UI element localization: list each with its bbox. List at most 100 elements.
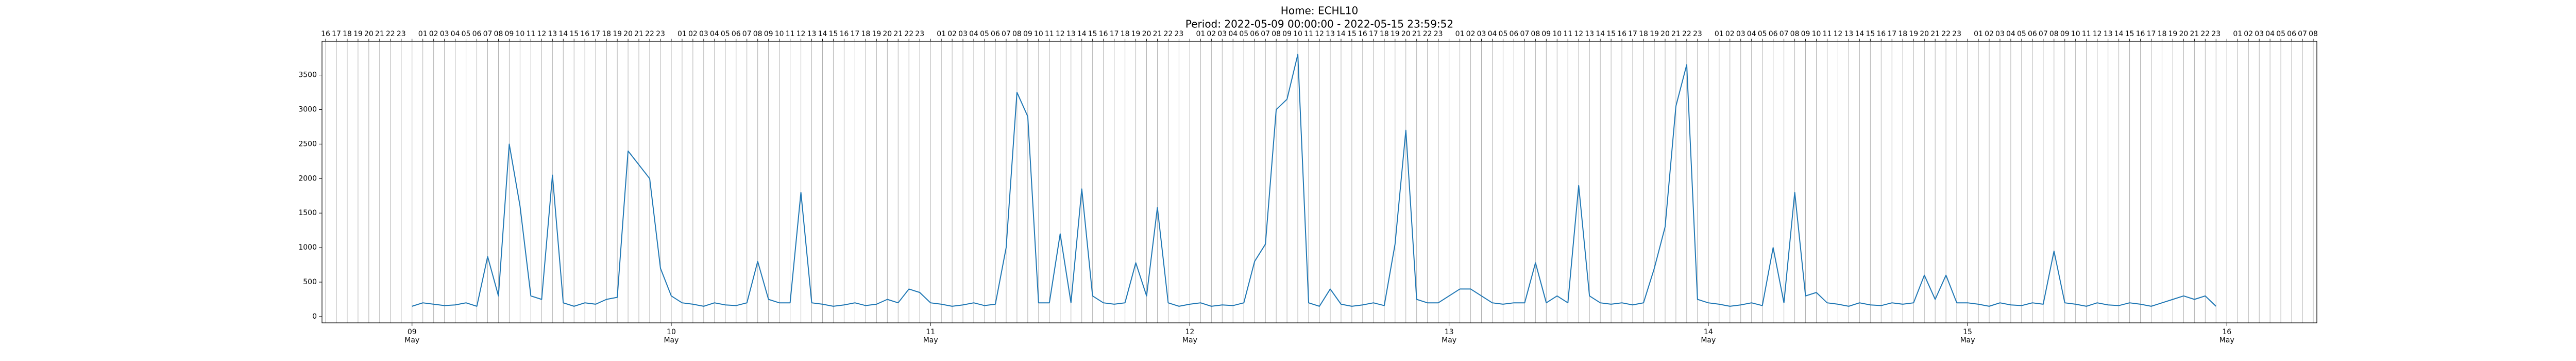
x2-tick-label: 09 — [1282, 30, 1292, 38]
x2-tick-label: 19 — [872, 30, 881, 38]
y-tick-label: 500 — [303, 278, 317, 286]
x2-tick-label: 16 — [1358, 30, 1367, 38]
x2-tick-label: 18 — [602, 30, 611, 38]
x2-tick-label: 17 — [1110, 30, 1119, 38]
x2-tick-label: 20 — [1142, 30, 1151, 38]
x2-tick-label: 21 — [1412, 30, 1421, 38]
x2-tick-label: 14 — [1855, 30, 1864, 38]
x2-tick-label: 16 — [580, 30, 589, 38]
x2-tick-label: 22 — [386, 30, 395, 38]
x2-tick-label: 02 — [688, 30, 698, 38]
chart-title: Home: ECHL10 — [1281, 5, 1358, 17]
x2-tick-label: 19 — [2168, 30, 2178, 38]
x2-tick-label: 03 — [1736, 30, 1745, 38]
x2-tick-label: 22 — [1164, 30, 1173, 38]
x-tick-label: 09 May — [404, 328, 419, 344]
x2-tick-label: 14 — [1336, 30, 1346, 38]
x2-tick-label: 16 — [2136, 30, 2145, 38]
x2-tick-label: 18 — [343, 30, 352, 38]
x2-tick-label: 11 — [1563, 30, 1572, 38]
x2-tick-label: 22 — [904, 30, 913, 38]
x2-tick-label: 22 — [1423, 30, 1432, 38]
x2-tick-label: 23 — [1693, 30, 1702, 38]
y-tick-label: 3000 — [298, 105, 317, 113]
x2-tick-label: 08 — [1531, 30, 1540, 38]
x2-tick-label: 22 — [1941, 30, 1951, 38]
x2-tick-label: 15 — [2125, 30, 2134, 38]
x2-tick-label: 04 — [2265, 30, 2275, 38]
x2-tick-label: 05 — [1499, 30, 1508, 38]
x2-tick-label: 11 — [1304, 30, 1313, 38]
x-tick-label: 15 May — [1960, 328, 1975, 344]
x2-tick-label: 13 — [1326, 30, 1335, 38]
x2-tick-label: 08 — [1790, 30, 1800, 38]
x2-tick-label: 05 — [721, 30, 730, 38]
x2-tick-label: 03 — [1477, 30, 1486, 38]
x2-tick-label: 05 — [980, 30, 989, 38]
x2-tick-label: 01 — [677, 30, 687, 38]
x2-tick-label: 13 — [2104, 30, 2113, 38]
x2-tick-label: 02 — [947, 30, 957, 38]
x2-tick-label: 23 — [2211, 30, 2221, 38]
x2-tick-label: 14 — [1596, 30, 1605, 38]
x2-tick-label: 23 — [915, 30, 924, 38]
x2-tick-label: 21 — [375, 30, 384, 38]
x2-tick-label: 19 — [1650, 30, 1659, 38]
data-line — [412, 54, 2216, 307]
y-tick-label: 1000 — [298, 243, 317, 252]
x2-tick-label: 12 — [2093, 30, 2102, 38]
x2-tick-label: 18 — [1380, 30, 1389, 38]
x2-tick-label: 02 — [1985, 30, 1994, 38]
x2-tick-label: 03 — [958, 30, 968, 38]
x2-tick-label: 15 — [1088, 30, 1097, 38]
x2-tick-label: 03 — [1995, 30, 2005, 38]
x2-tick-label: 12 — [1574, 30, 1583, 38]
x2-tick-label: 09 — [1801, 30, 1810, 38]
x2-tick-label: 04 — [710, 30, 719, 38]
x2-tick-label: 08 — [1012, 30, 1022, 38]
x2-tick-label: 17 — [1628, 30, 1637, 38]
x2-tick-label: 17 — [1369, 30, 1378, 38]
x2-tick-label: 04 — [1747, 30, 1756, 38]
x2-tick-label: 05 — [1758, 30, 1767, 38]
x2-tick-label: 11 — [2082, 30, 2091, 38]
x2-tick-label: 15 — [569, 30, 579, 38]
x2-tick-label: 11 — [526, 30, 535, 38]
x2-tick-label: 18 — [861, 30, 870, 38]
x2-tick-label: 08 — [1272, 30, 1281, 38]
x2-tick-label: 09 — [764, 30, 773, 38]
x2-tick-label: 19 — [1131, 30, 1141, 38]
x2-tick-label: 10 — [1293, 30, 1302, 38]
x-tick-label: 16 May — [2219, 328, 2234, 344]
chart-subtitle: Period: 2022-05-09 00:00:00 - 2022-05-15… — [1185, 18, 1453, 30]
x2-tick-label: 14 — [2114, 30, 2124, 38]
y-tick-label: 2000 — [298, 174, 317, 183]
x2-tick-label: 21 — [1671, 30, 1681, 38]
x2-tick-label: 22 — [2200, 30, 2210, 38]
y-tick-label: 1500 — [298, 209, 317, 217]
x2-tick-label: 19 — [613, 30, 622, 38]
x2-tick-label: 05 — [2017, 30, 2026, 38]
x2-tick-label: 10 — [775, 30, 784, 38]
x2-tick-label: 07 — [742, 30, 752, 38]
x2-tick-label: 13 — [1066, 30, 1076, 38]
x2-tick-label: 04 — [2006, 30, 2015, 38]
x2-tick-label: 20 — [1920, 30, 1929, 38]
x2-tick-label: 05 — [2276, 30, 2285, 38]
x2-tick-label: 01 — [418, 30, 428, 38]
x2-tick-label: 06 — [991, 30, 1000, 38]
x2-tick-label: 10 — [1034, 30, 1043, 38]
x2-tick-label: 04 — [1228, 30, 1238, 38]
x2-tick-label: 14 — [818, 30, 827, 38]
x2-tick-label: 12 — [1315, 30, 1324, 38]
x2-tick-label: 09 — [505, 30, 514, 38]
x2-tick-label: 01 — [1715, 30, 1724, 38]
x2-tick-label: 07 — [1780, 30, 1789, 38]
x2-tick-label: 17 — [1887, 30, 1896, 38]
x2-tick-label: 13 — [807, 30, 817, 38]
x2-tick-label: 18 — [1639, 30, 1648, 38]
x2-tick-label: 15 — [829, 30, 838, 38]
x2-tick-label: 07 — [1520, 30, 1529, 38]
x2-tick-label: 21 — [634, 30, 643, 38]
